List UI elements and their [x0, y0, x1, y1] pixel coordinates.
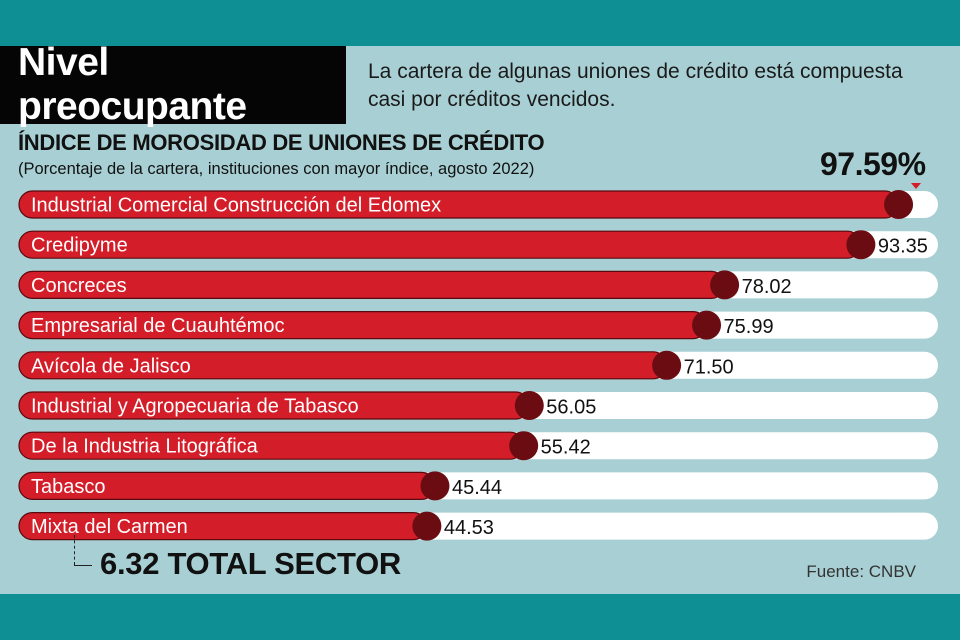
bar-value-label: 44.53 [444, 517, 494, 539]
bar-category-label: Industrial Comercial Construcción del Ed… [31, 195, 441, 217]
bar-end-marker [884, 190, 914, 219]
total-sector-line [74, 535, 75, 565]
bar-value-label: 56.05 [546, 397, 596, 419]
bar-category-label: De la Industria Litográfica [31, 436, 259, 458]
bar-category-label: Tabasco [31, 476, 106, 498]
bar-value-label: 55.42 [541, 437, 591, 459]
top-value-label: 97.59% [820, 146, 926, 182]
bottom-frame [0, 594, 960, 640]
bar-category-label: Credipyme [31, 235, 128, 257]
chart-title: ÍNDICE DE MOROSIDAD DE UNIONES DE CRÉDIT… [18, 130, 545, 155]
bar-end-marker [710, 270, 740, 300]
bar-end-marker [420, 471, 450, 501]
bar-end-marker [692, 310, 722, 340]
bar-end-marker [846, 230, 876, 260]
bar-value-label: 78.02 [742, 276, 792, 298]
bar-value-label: 75.99 [724, 316, 774, 338]
top-frame [0, 0, 960, 46]
bar-end-marker [652, 350, 682, 380]
total-sector-label: 6.32 TOTAL SECTOR [100, 546, 401, 581]
bar-category-label: Concreces [31, 275, 127, 297]
bar [18, 230, 862, 259]
top-value-pointer-icon [911, 183, 921, 189]
bar-end-marker [412, 511, 442, 541]
source-note: Fuente: CNBV [806, 562, 916, 581]
bar-category-label: Mixta del Carmen [31, 516, 188, 538]
bar-end-marker [514, 391, 544, 420]
bar-value-label: 71.50 [684, 356, 734, 378]
headline-text: Nivel preocupante [18, 41, 247, 128]
bar-value-label: 93.35 [878, 236, 928, 258]
headline: Nivel preocupante [0, 41, 346, 128]
chart-subtitle: (Porcentaje de la cartera, instituciones… [18, 160, 535, 178]
headline-description: La cartera de algunas uniones de crédito… [368, 60, 903, 111]
bar-category-label: Empresarial de Cuauhtémoc [31, 315, 284, 337]
bar-category-label: Avícola de Jalisco [31, 355, 191, 377]
bar-value-label: 45.44 [452, 477, 502, 499]
total-sector-tick [74, 565, 92, 566]
bar-end-marker [509, 431, 539, 461]
bar-category-label: Industrial y Agropecuaria de Tabasco [31, 396, 359, 418]
